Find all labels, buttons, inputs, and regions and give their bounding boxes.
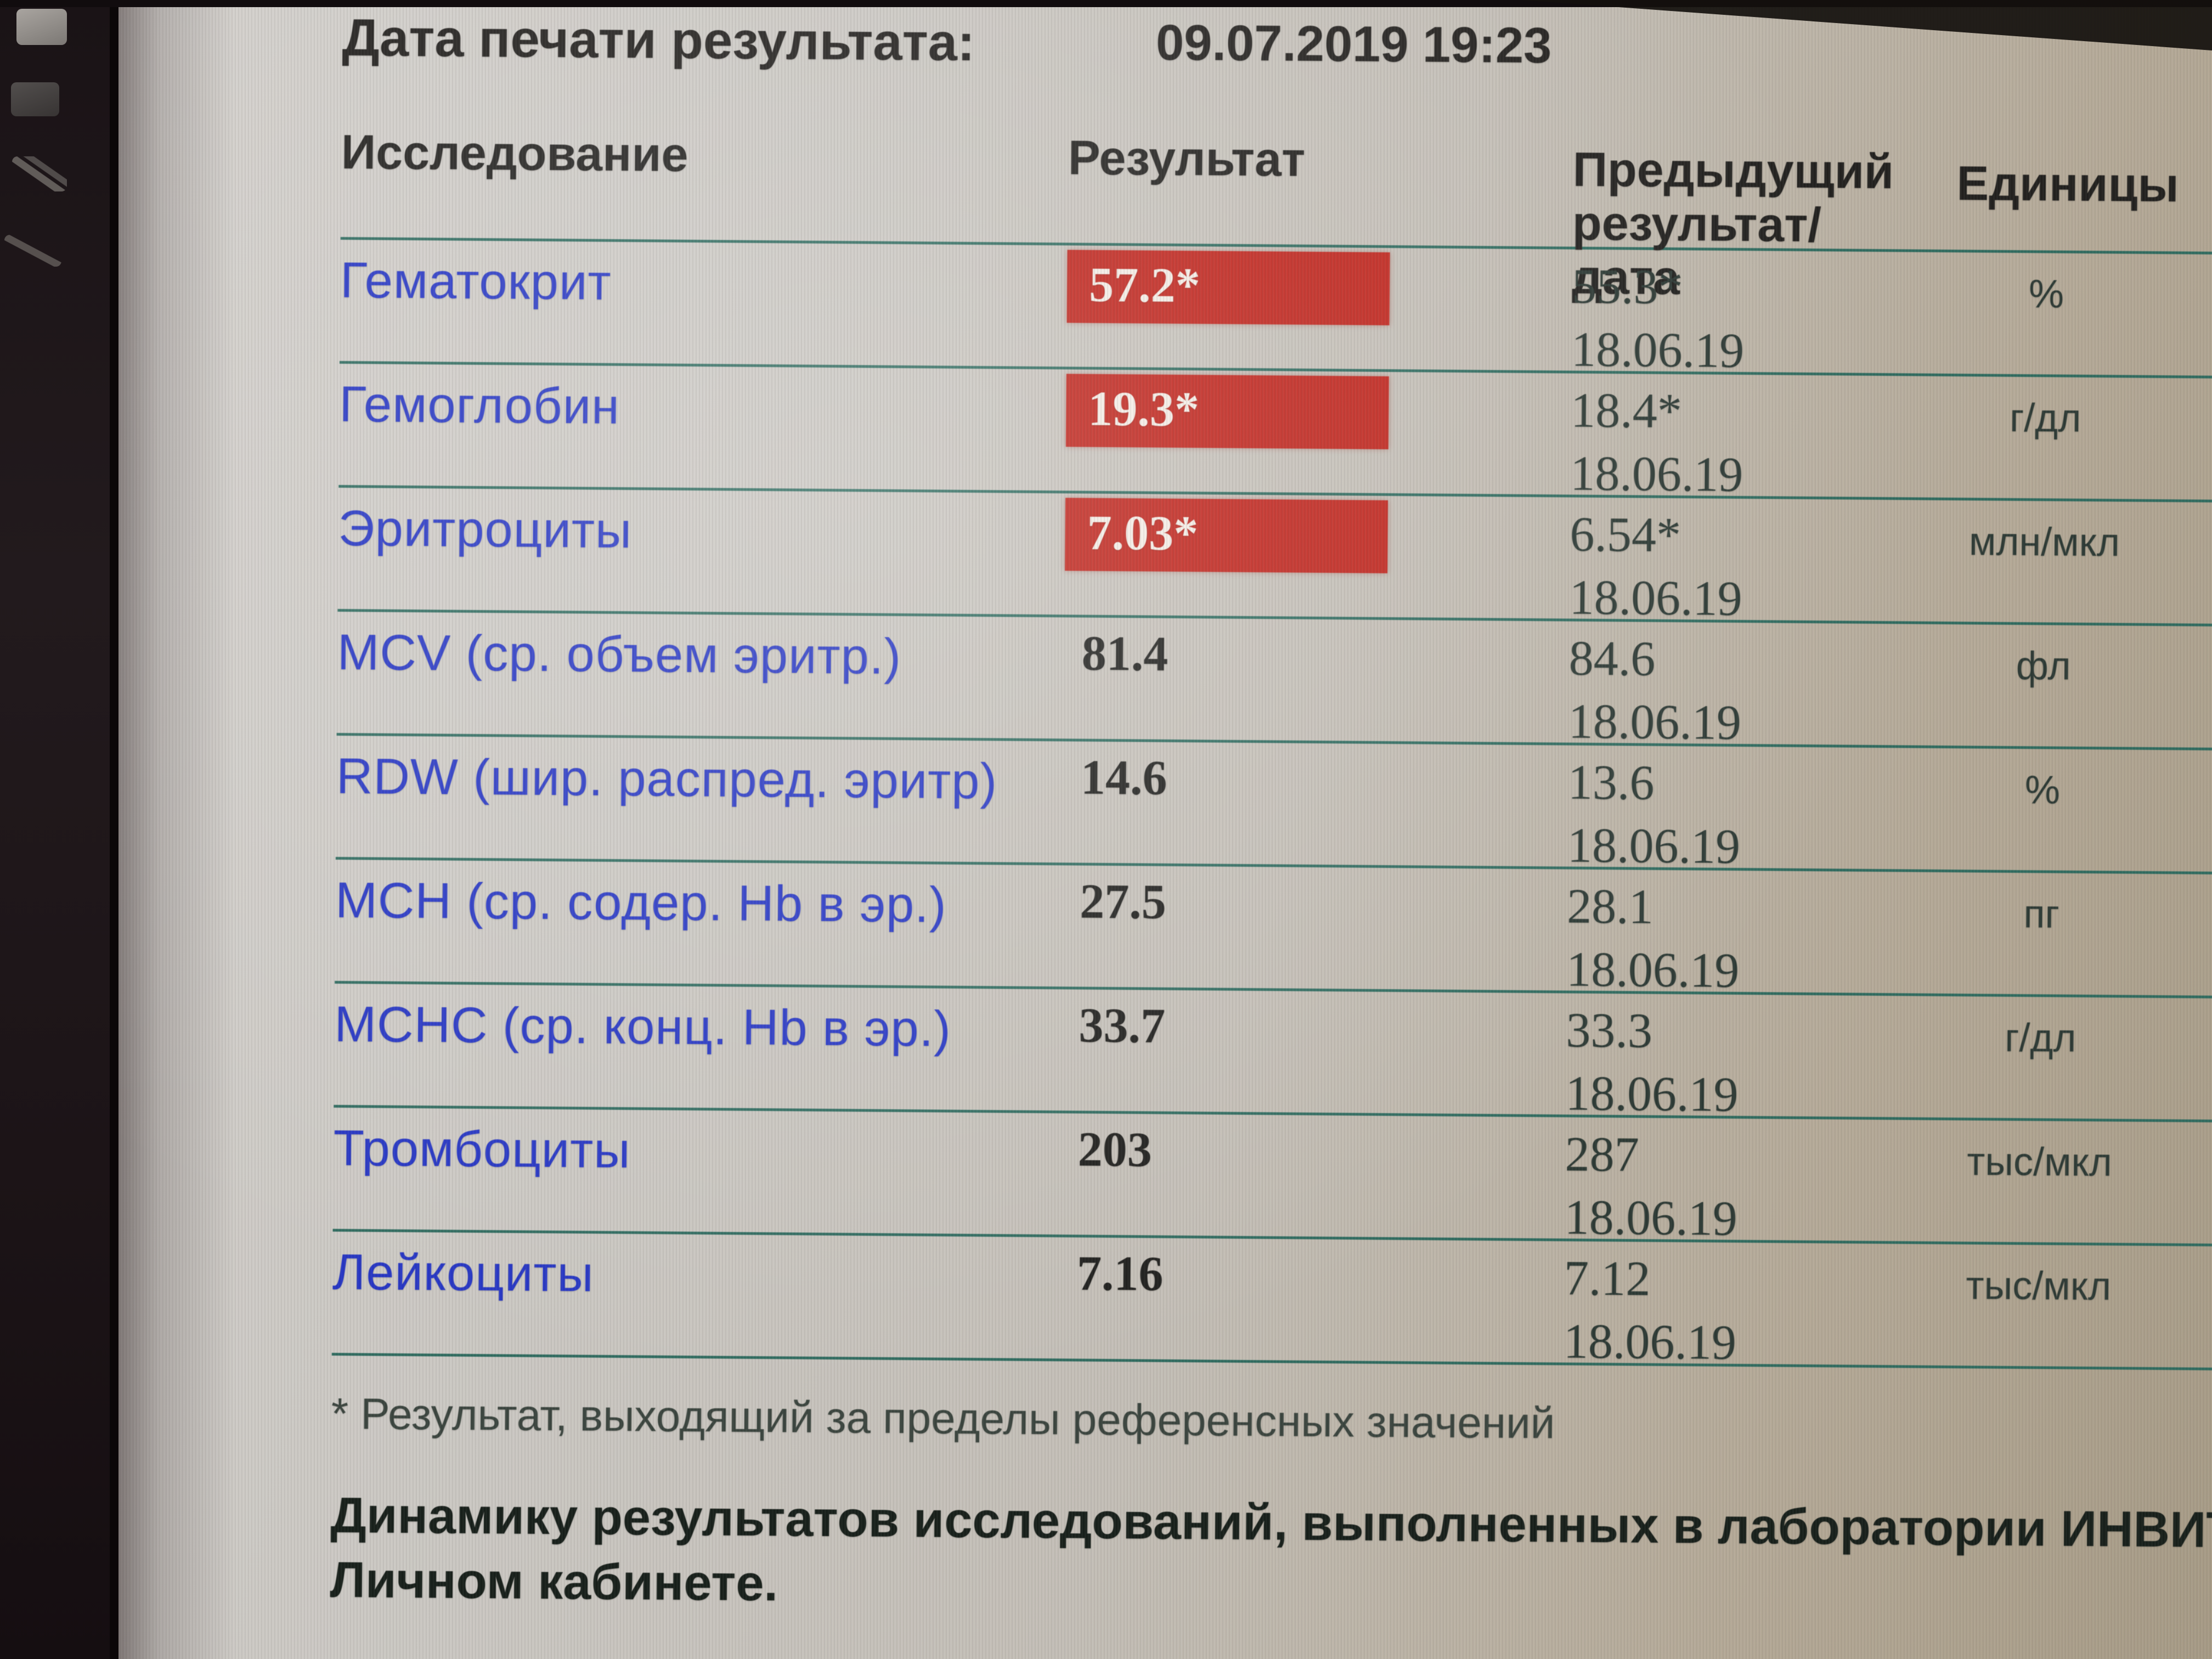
previous-value: 84.6 (1568, 631, 1656, 686)
previous-date: 18.06.19 (1570, 446, 1743, 503)
table-row: Тромбоциты 203 287 18.06.19 тыс/мкл (332, 1107, 2212, 1248)
units-value: тыс/мкл (1966, 1139, 2113, 1185)
print-date-label: Дата печати результата: (342, 8, 975, 72)
previous-value: 6.54* (1570, 507, 1681, 563)
column-header-units: Единицы (1956, 156, 2180, 212)
units-value: млн/мкл (1968, 520, 2120, 565)
table-row: Гемоглобин 19.3* 18.4* 18.06.19 г/дл (338, 363, 2212, 504)
previous-value: 13.6 (1567, 755, 1655, 810)
previous-value: 7.12 (1564, 1251, 1651, 1306)
result-value: 27.5 (1079, 874, 1167, 929)
previous-value: 55.3* (1571, 259, 1683, 315)
units-value: % (2028, 272, 2064, 317)
dynamics-note-line2: Личном кабинете. (330, 1551, 778, 1612)
lab-report-content: Дата печати результата: 09.07.2019 19:23… (329, 8, 2212, 1659)
result-value: 7.16 (1076, 1246, 1164, 1301)
file-icon (11, 82, 59, 116)
test-name: Гемоглобин (338, 376, 620, 435)
previous-value: 33.3 (1566, 1003, 1653, 1058)
dynamics-note-line1: Динамику результатов исследований, выпол… (330, 1487, 2212, 1560)
result-value: 81.4 (1081, 626, 1169, 681)
table-row: MCH (ср. содер. Hb в эр.) 27.5 28.1 18.0… (335, 859, 2212, 1000)
result-value: 19.3* (1065, 374, 1389, 450)
units-value: % (2024, 768, 2061, 812)
paperclip-icon (12, 156, 67, 191)
reference-footnote: * Результат, выходящий за пределы рефере… (331, 1389, 1555, 1448)
print-date-value: 09.07.2019 19:23 (1155, 14, 1552, 74)
units-value: г/дл (2009, 396, 2081, 441)
document-icon (16, 9, 67, 45)
dynamics-note: Динамику результатов исследований, выпол… (330, 1483, 2212, 1628)
units-value: г/дл (2004, 1015, 2076, 1060)
pencil-icon (4, 235, 61, 267)
test-name: MCHC (ср. конц. Hb в эр.) (334, 996, 952, 1057)
table-row: MCHC (ср. конц. Hb в эр.) 33.7 33.3 18.0… (334, 983, 2212, 1124)
result-value: 7.03* (1064, 498, 1389, 573)
previous-date: 18.06.19 (1569, 570, 1743, 627)
table-row: Гематокрит 57.2* 55.3* 18.06.19 % (339, 239, 2212, 380)
table-header: Исследование Результат Предыдущий резуль… (340, 89, 2212, 304)
results-table-body: Гематокрит 57.2* 55.3* 18.06.19 % Гемогл… (331, 239, 2212, 1372)
test-name: MCV (ср. объем эритр.) (337, 624, 902, 685)
previous-value: 28.1 (1566, 879, 1654, 934)
lab-report-page: Дата печати результата: 09.07.2019 19:23… (110, 0, 2212, 1659)
result-value: 14.6 (1080, 750, 1167, 805)
previous-value: 18.4* (1570, 383, 1683, 439)
result-value: 57.2* (1066, 250, 1390, 326)
test-name: Эритроциты (338, 500, 633, 559)
previous-date: 18.06.19 (1565, 1066, 1739, 1122)
previous-value: 287 (1565, 1127, 1640, 1182)
table-row: MCV (ср. объем эритр.) 81.4 84.6 18.06.1… (336, 611, 2212, 752)
previous-date: 18.06.19 (1571, 322, 1745, 379)
result-value: 33.7 (1079, 998, 1166, 1053)
previous-date: 18.06.19 (1563, 1314, 1737, 1370)
test-name: RDW (шир. распред. эритр) (336, 748, 998, 810)
test-name: MCH (ср. содер. Hb в эр.) (335, 872, 947, 933)
table-row: RDW (шир. распред. эритр) 14.6 13.6 18.0… (335, 735, 2212, 876)
previous-date: 18.06.19 (1566, 942, 1740, 998)
table-row: Эритроциты 7.03* 6.54* 18.06.19 млн/мкл (337, 487, 2212, 628)
test-name: Гематокрит (340, 252, 612, 311)
previous-date: 18.06.19 (1567, 818, 1741, 874)
result-value: 203 (1077, 1122, 1153, 1177)
monitor-bezel (0, 0, 119, 1659)
test-name: Тромбоциты (333, 1120, 631, 1179)
units-value: тыс/мкл (1966, 1263, 2112, 1309)
previous-date: 18.06.19 (1568, 694, 1742, 751)
table-row: Лейкоциты 7.16 7.12 18.06.19 тыс/мкл (331, 1231, 2212, 1372)
units-value: фл (2016, 644, 2071, 689)
test-name: Лейкоциты (332, 1244, 595, 1302)
units-value: пг (2023, 892, 2060, 936)
previous-date: 18.06.19 (1564, 1190, 1738, 1246)
